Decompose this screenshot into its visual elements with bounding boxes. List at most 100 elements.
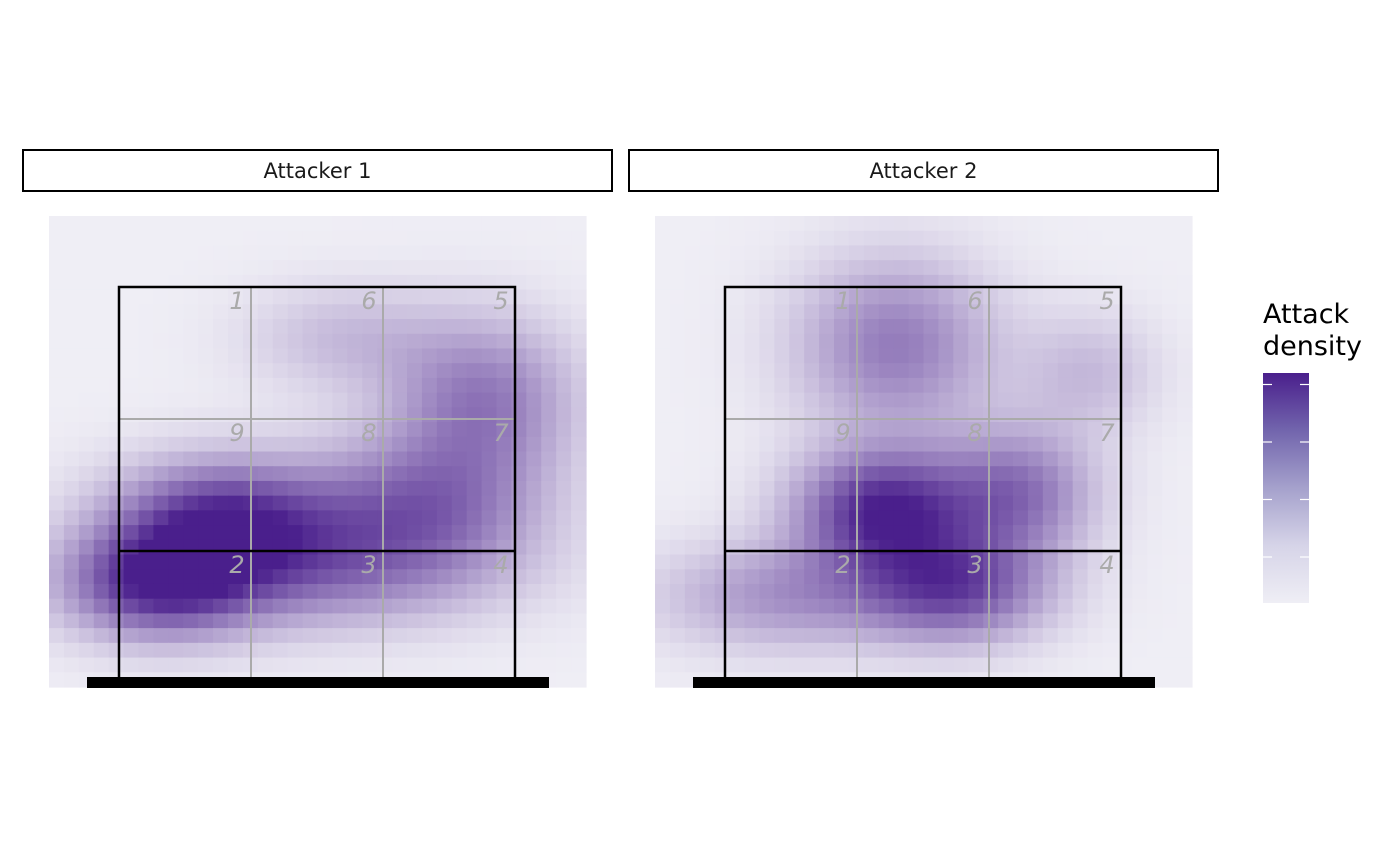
density-cell [983, 304, 999, 320]
density-cell [1117, 348, 1133, 364]
density-cell [699, 657, 716, 673]
density-cell [953, 510, 969, 526]
density-cell [541, 628, 557, 644]
density-cell [1132, 642, 1148, 659]
density-cell [93, 495, 110, 511]
density-cell [228, 245, 244, 261]
density-cell [893, 613, 910, 629]
density-cell [481, 451, 498, 467]
density-cell [541, 657, 557, 673]
density-cell [362, 583, 378, 600]
density-cell [699, 274, 716, 291]
density-cell [168, 554, 184, 570]
density-cell [571, 480, 587, 497]
density-cell [287, 510, 304, 526]
density-cell [953, 451, 969, 467]
density-cell [496, 245, 513, 261]
density-cell [63, 466, 80, 482]
density-cell [684, 525, 701, 541]
density-cell [257, 245, 274, 261]
density-cell [183, 230, 199, 247]
density-cell [938, 245, 954, 261]
density-cell [213, 422, 229, 438]
density-cell [392, 613, 408, 629]
density-cell [759, 260, 775, 276]
density-cell [526, 377, 542, 394]
density-cell [198, 363, 214, 379]
density-cell [556, 363, 572, 379]
density-cell [571, 363, 587, 379]
density-cell [1147, 451, 1163, 467]
density-cell [556, 510, 572, 526]
density-cell [347, 260, 363, 276]
density-cell [198, 407, 214, 423]
density-cell [541, 274, 557, 291]
density-cell [317, 613, 334, 629]
density-cell [362, 642, 378, 659]
density-cell [93, 436, 110, 453]
density-cell [699, 539, 716, 556]
density-cell [377, 304, 393, 320]
density-cell [466, 348, 483, 364]
density-cell [153, 230, 169, 247]
density-cell [1177, 466, 1193, 482]
density-cell [759, 628, 775, 644]
density-cell [108, 598, 125, 615]
density-cell [774, 495, 790, 511]
density-cell [392, 407, 408, 423]
density-cell [834, 348, 850, 364]
density-cell [998, 363, 1014, 379]
density-cell [466, 510, 483, 526]
density-cell [1057, 407, 1074, 423]
density-cell [1117, 657, 1133, 673]
density-cell [1072, 539, 1089, 556]
density-cell [466, 436, 483, 453]
density-cell [968, 480, 984, 497]
density-cell [1147, 525, 1163, 541]
density-cell [1013, 657, 1029, 673]
density-cell [923, 613, 940, 629]
density-cell [317, 348, 334, 364]
density-cell [819, 451, 835, 467]
density-cell [392, 245, 408, 261]
density-cell [183, 407, 199, 423]
density-cell [496, 436, 513, 453]
density-cell [1057, 598, 1074, 615]
density-cell [669, 554, 686, 570]
density-cell [908, 319, 925, 335]
density-cell [893, 657, 910, 673]
density-cell [526, 539, 542, 556]
density-cell [272, 348, 289, 364]
density-cell [63, 392, 80, 408]
density-cell [759, 525, 775, 541]
density-cell [481, 304, 498, 320]
density-cell [257, 348, 274, 364]
density-cell [893, 539, 910, 556]
density-cell [526, 510, 542, 526]
density-cell [213, 569, 229, 585]
density-cell [138, 480, 155, 497]
density-cell [893, 392, 910, 408]
density-cell [1042, 495, 1059, 511]
density-cell [789, 392, 805, 408]
density-cell [481, 230, 498, 247]
density-cell [153, 377, 169, 394]
density-cell [998, 319, 1014, 335]
density-cell [923, 348, 940, 364]
density-cell [451, 319, 468, 335]
density-cell [863, 407, 880, 423]
density-cell [153, 613, 169, 629]
density-cell [556, 436, 572, 453]
zone-label-9: 9 [229, 419, 244, 447]
density-cell [714, 539, 731, 556]
density-cell [1013, 583, 1029, 600]
density-cell [78, 289, 95, 305]
density-cell [863, 569, 880, 585]
density-cell [938, 289, 954, 305]
density-cell [451, 583, 468, 600]
density-cell [168, 407, 184, 423]
density-cell [272, 598, 289, 615]
density-cell [511, 451, 527, 467]
density-cell [436, 304, 453, 320]
density-cell [1147, 628, 1163, 644]
